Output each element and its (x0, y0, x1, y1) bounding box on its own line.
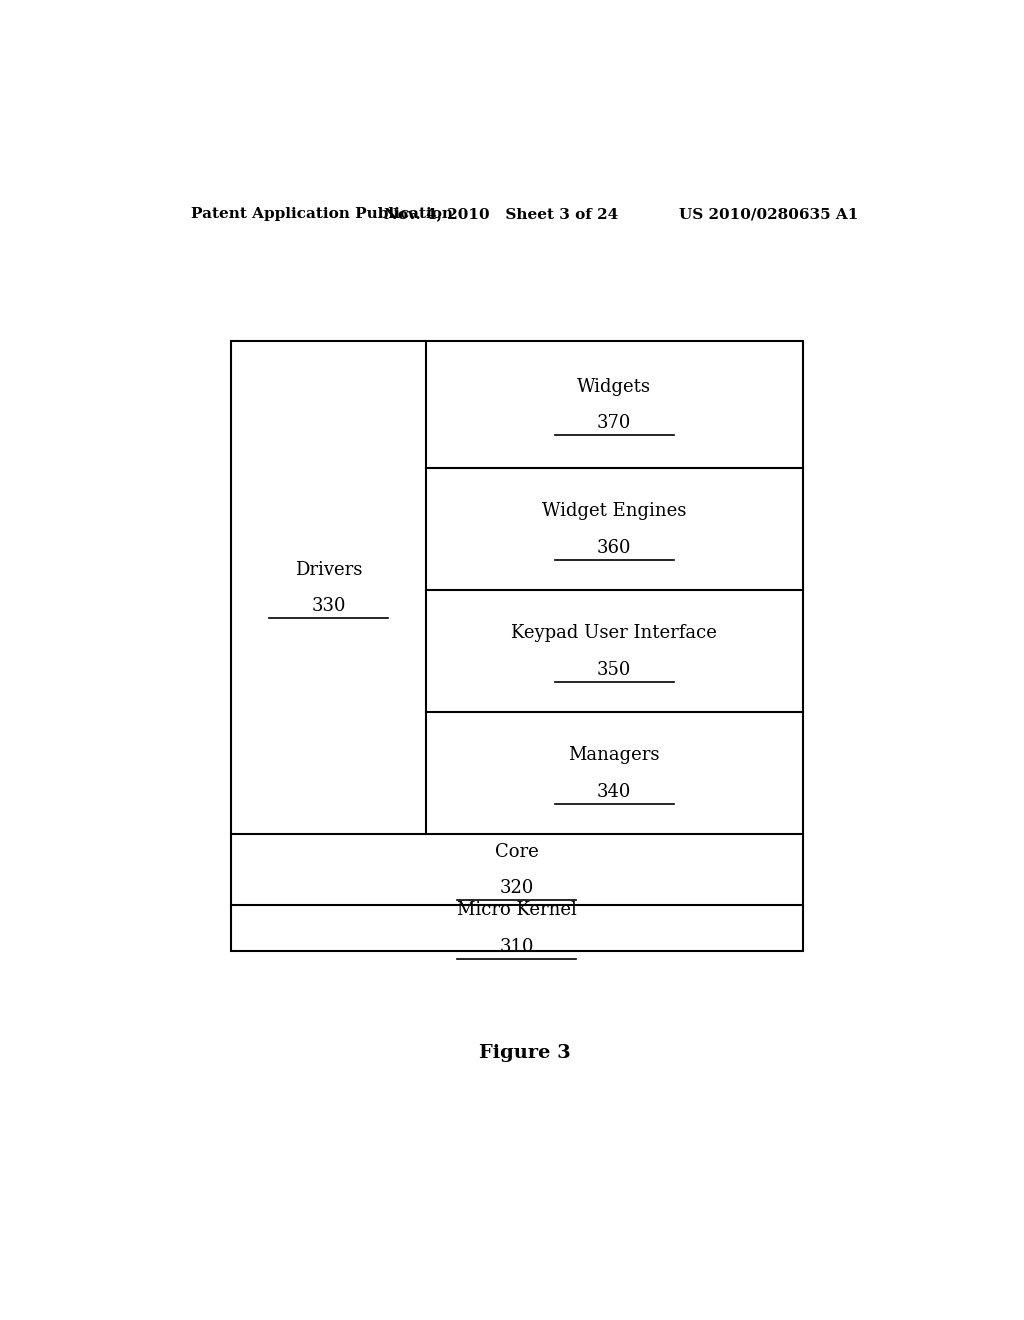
Text: US 2010/0280635 A1: US 2010/0280635 A1 (679, 207, 858, 222)
Text: Widgets: Widgets (578, 378, 651, 396)
Text: Micro Kernel: Micro Kernel (457, 902, 577, 919)
Text: Core: Core (495, 842, 539, 861)
Text: Widget Engines: Widget Engines (542, 502, 686, 520)
Text: 320: 320 (500, 879, 535, 898)
Bar (231, 342, 803, 952)
Text: Drivers: Drivers (295, 561, 362, 578)
Text: Keypad User Interface: Keypad User Interface (511, 624, 717, 642)
Text: 350: 350 (597, 660, 631, 678)
Text: 330: 330 (311, 597, 346, 615)
Text: Managers: Managers (568, 746, 659, 764)
Text: 370: 370 (597, 414, 631, 432)
Text: Patent Application Publication: Patent Application Publication (191, 207, 454, 222)
Text: Nov. 4, 2010   Sheet 3 of 24: Nov. 4, 2010 Sheet 3 of 24 (384, 207, 618, 222)
Text: 310: 310 (500, 937, 535, 956)
Text: 360: 360 (597, 539, 632, 557)
Text: Figure 3: Figure 3 (479, 1044, 570, 1061)
Text: 340: 340 (597, 783, 631, 801)
